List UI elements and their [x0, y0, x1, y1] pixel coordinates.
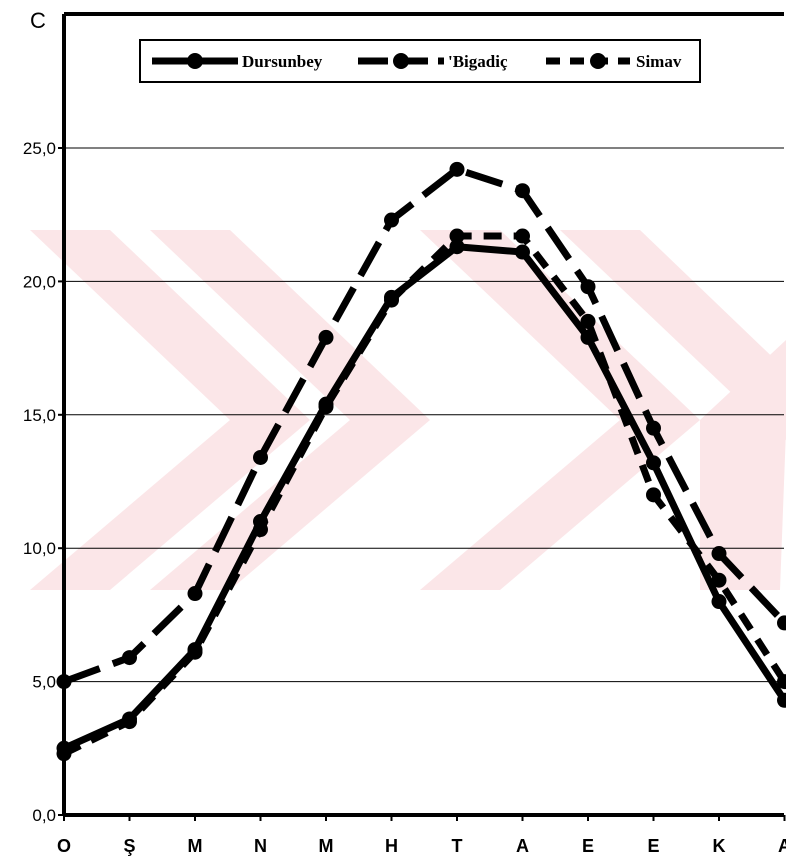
data-point [515, 183, 530, 199]
data-point [711, 546, 727, 562]
x-tick-label: T [452, 836, 463, 856]
x-tick-label: O [57, 836, 71, 856]
series-simav [56, 228, 786, 762]
data-point [777, 692, 786, 708]
y-unit-label: C [30, 8, 46, 33]
x-tick-label: H [385, 836, 398, 856]
data-point [777, 674, 786, 690]
x-tick-label: A [516, 836, 529, 856]
y-tick-label: 5,0 [32, 673, 56, 692]
watermark-band [560, 230, 786, 440]
y-tick-label: 0,0 [32, 806, 56, 825]
x-tick-label: N [254, 836, 267, 856]
data-point [122, 650, 137, 666]
y-tick-labels: 0,0 5,0 10,0 15,0 20,0 25,0 [23, 139, 56, 825]
data-point [318, 329, 334, 345]
data-point [253, 449, 268, 465]
data-point [515, 228, 530, 244]
watermark-band [150, 230, 430, 420]
x-tick-label: E [647, 836, 659, 856]
watermark-band [30, 230, 310, 420]
legend-swatch-marker [393, 53, 409, 69]
series-line [62, 165, 786, 685]
watermark-band [420, 420, 700, 590]
legend-swatch-marker [590, 53, 606, 69]
watermark-band [30, 420, 310, 590]
y-tick-label: 10,0 [23, 539, 56, 558]
legend-label: Simav [636, 52, 682, 71]
data-point [449, 228, 465, 244]
data-point [449, 161, 465, 177]
data-point [646, 420, 661, 436]
x-tick-label: M [188, 836, 203, 856]
series-bigadi [56, 161, 786, 690]
data-point [580, 279, 596, 295]
data-point [187, 644, 203, 660]
data-point [515, 244, 530, 260]
data-point [711, 594, 727, 610]
data-point [56, 746, 72, 762]
y-tick-label: 25,0 [23, 139, 56, 158]
x-tick-label: K [713, 836, 726, 856]
data-point [580, 313, 596, 329]
series-lines [56, 161, 786, 762]
data-point [253, 522, 268, 538]
data-point [122, 714, 137, 730]
x-tick-label: Ş [123, 836, 135, 856]
data-point [711, 572, 727, 588]
legend-label: 'Bigadiç [448, 52, 508, 71]
data-point [56, 674, 72, 690]
legend: Dursunbey 'Bigadiç Simav [139, 39, 701, 83]
data-point [646, 455, 661, 471]
data-point [187, 586, 203, 602]
watermark-band [700, 340, 786, 590]
data-point [777, 615, 786, 631]
x-tick-label: E [582, 836, 594, 856]
x-tick-label: A [778, 836, 786, 856]
x-tick-label: M [319, 836, 334, 856]
data-point [384, 212, 399, 228]
data-point [318, 399, 334, 415]
watermark [30, 230, 786, 590]
y-tick-label: 20,0 [23, 272, 56, 291]
y-tick-label: 15,0 [23, 406, 56, 425]
legend-label: Dursunbey [242, 52, 323, 71]
series-line [62, 232, 786, 757]
legend-swatch-marker [187, 53, 203, 69]
data-point [449, 239, 465, 255]
grid-lines [64, 147, 784, 683]
data-point [384, 292, 399, 308]
data-point [646, 487, 661, 503]
